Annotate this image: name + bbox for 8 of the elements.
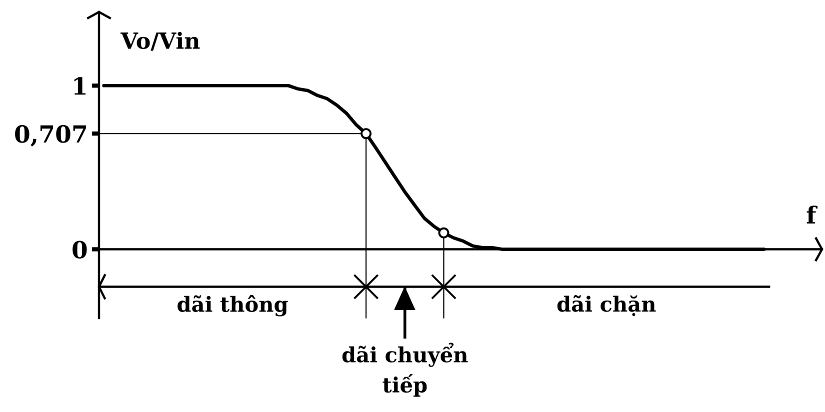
x-axis-title: f (806, 206, 818, 224)
y-tick-label: 1 (74, 77, 86, 95)
y-tick-label: 0 (72, 240, 87, 259)
text: dãi chuyển tiếp (342, 342, 468, 397)
annotation: dãi thông (178, 295, 288, 316)
y-axis-title: Vo/Vin (120, 32, 200, 51)
y-tick-label: 0,707 (15, 125, 86, 146)
annotation: dãi chặn (557, 295, 656, 316)
